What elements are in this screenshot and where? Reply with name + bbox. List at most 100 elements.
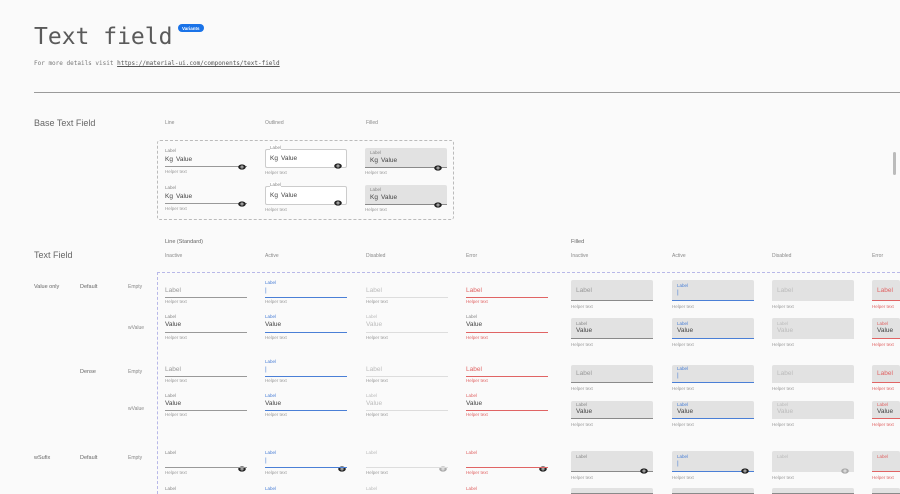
filled-field[interactable] [365, 185, 447, 205]
field-underline [165, 376, 247, 377]
field-label: Label [466, 486, 478, 491]
field-placeholder: Label [576, 370, 592, 377]
filled-field[interactable] [571, 318, 653, 339]
helper-text: Helper text [165, 378, 187, 383]
helper-text: Helper text [672, 422, 694, 427]
filled-field[interactable] [872, 451, 900, 472]
field-value[interactable]: Value [176, 156, 193, 163]
text-cursor[interactable]: | [265, 457, 267, 464]
eye-icon[interactable] [238, 194, 246, 207]
field-label: Label [677, 321, 689, 326]
outlined-field[interactable] [265, 149, 347, 168]
filled-field[interactable] [672, 401, 754, 419]
page-title: Text field [34, 24, 173, 50]
field-label: Label [370, 187, 382, 192]
filled-field[interactable] [772, 318, 854, 339]
filled-field[interactable] [672, 488, 754, 494]
helper-text: Helper text [366, 378, 388, 383]
field-label: Label [466, 393, 478, 398]
eye-icon[interactable] [640, 461, 648, 474]
field-value[interactable]: Value [265, 400, 282, 407]
field-label: Label [677, 454, 689, 459]
filled-field[interactable] [872, 488, 900, 494]
field-prefix: Kg [270, 192, 278, 199]
eye-icon[interactable] [539, 459, 547, 472]
filled-field[interactable] [571, 401, 653, 419]
field-value[interactable]: Value [366, 400, 383, 407]
field-placeholder[interactable]: Label [165, 366, 181, 373]
field-value[interactable]: Value [165, 400, 182, 407]
col-outlined: Outlined [265, 120, 284, 126]
helper-text: Helper text [365, 170, 387, 175]
row-density-default: Default [80, 455, 98, 461]
field-placeholder[interactable]: Label [466, 366, 482, 373]
field-placeholder[interactable]: Label [366, 366, 382, 373]
helper-text: Helper text [466, 470, 488, 475]
field-label: Label [777, 321, 789, 326]
field-placeholder[interactable]: Label [165, 287, 181, 294]
filled-field[interactable] [571, 451, 653, 472]
field-placeholder[interactable]: Label [366, 287, 382, 294]
field-prefix: Kg [270, 155, 278, 162]
eye-icon[interactable] [338, 459, 346, 472]
filled-field[interactable] [571, 365, 653, 383]
text-cursor[interactable]: | [265, 287, 267, 294]
docs-link[interactable]: https://material-ui.com/components/text-… [117, 60, 280, 67]
field-label: Label [877, 454, 889, 459]
filled-field[interactable] [672, 280, 754, 301]
eye-icon[interactable] [434, 158, 442, 171]
field-value[interactable]: Value [466, 400, 483, 407]
eye-icon[interactable] [238, 157, 246, 170]
filled-field[interactable] [772, 451, 854, 472]
field-value: Value [877, 408, 894, 415]
text-field-section-title: Text Field [34, 250, 73, 260]
filled-field[interactable] [365, 148, 447, 168]
helper-text: Helper text [872, 386, 894, 391]
text-cursor[interactable]: | [265, 366, 267, 373]
row-density-default: Default [80, 284, 98, 290]
helper-text: Helper text [165, 206, 187, 211]
filled-field[interactable] [772, 401, 854, 419]
field-value[interactable]: Value [165, 321, 182, 328]
field-value[interactable]: Value [366, 321, 383, 328]
filled-field[interactable] [772, 365, 854, 383]
eye-icon[interactable] [741, 461, 749, 474]
filled-field[interactable] [672, 318, 754, 339]
field-value: Value [576, 327, 593, 334]
field-underline [366, 376, 448, 377]
field-underline [265, 410, 347, 411]
filled-field[interactable] [772, 488, 854, 494]
filled-field[interactable] [571, 488, 653, 494]
filled-field[interactable] [672, 451, 754, 472]
field-value[interactable]: Value [265, 321, 282, 328]
filled-field[interactable] [772, 280, 854, 301]
eye-icon[interactable] [439, 459, 447, 472]
filled-field[interactable] [571, 280, 653, 301]
scrollbar[interactable] [893, 152, 896, 175]
eye-icon[interactable] [841, 461, 849, 474]
filled-field[interactable] [872, 280, 900, 301]
field-value[interactable]: Value [176, 193, 193, 200]
helper-text: Helper text [872, 475, 894, 480]
helper-text: Helper text [265, 412, 287, 417]
filled-field[interactable] [872, 318, 900, 339]
eye-icon[interactable] [238, 459, 246, 472]
filled-field[interactable] [672, 365, 754, 383]
filled-field[interactable] [872, 401, 900, 419]
variants-frame [157, 272, 900, 494]
eye-icon[interactable] [434, 195, 442, 208]
field-value[interactable]: Value [466, 321, 483, 328]
field-value: Value [677, 327, 694, 334]
field-placeholder[interactable]: Label [466, 287, 482, 294]
group-line: Line (Standard) [165, 239, 203, 245]
row-content-empty: Empty [128, 369, 143, 375]
helper-text: Helper text [571, 304, 593, 309]
field-label: Label [370, 150, 382, 155]
field-label: Label [777, 454, 789, 459]
eye-icon[interactable] [334, 193, 342, 206]
filled-field[interactable] [872, 365, 900, 383]
eye-icon[interactable] [334, 156, 342, 169]
field-label: Label [576, 454, 588, 459]
outlined-field[interactable] [265, 186, 347, 205]
field-label: Label [270, 145, 282, 150]
